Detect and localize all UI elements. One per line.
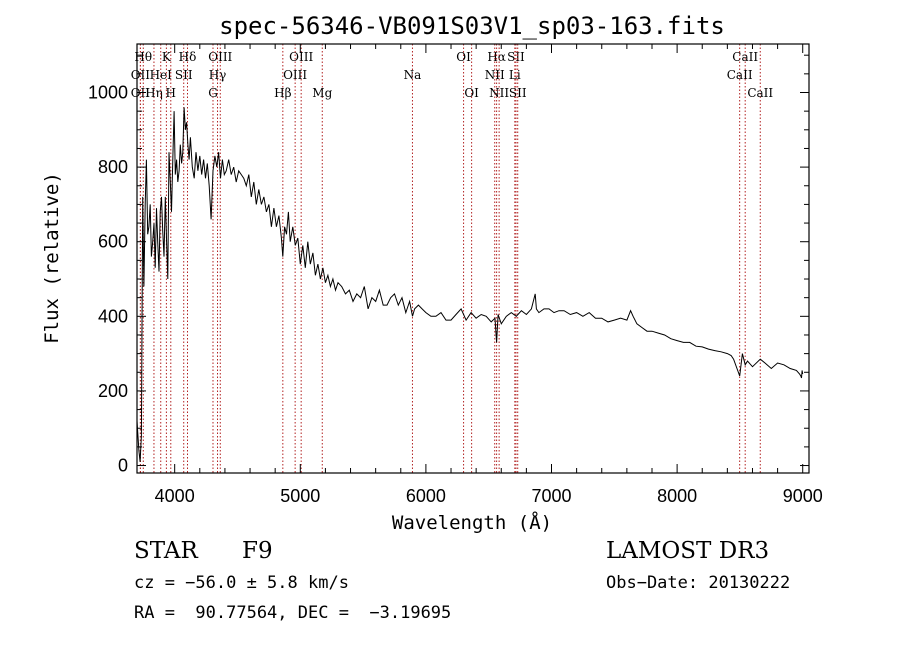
line-marker-label: OII [131,68,151,82]
y-tick-label: 0 [118,456,128,476]
line-marker-label: Li [509,68,521,82]
x-tick-label: 7000 [531,486,571,506]
line-marker-label: Hδ [179,50,197,64]
line-marker-label: OIII [208,50,232,64]
line-marker-label: NII [489,86,509,100]
line-marker-label: NII [485,68,505,82]
x-tick-label: 5000 [280,486,320,506]
y-tick-label: 200 [98,381,128,401]
x-tick-label: 6000 [406,486,446,506]
chart-title: spec-56346-VB091S03V1_sp03-163.fits [219,12,725,40]
spectrum-line [136,107,804,462]
line-marker-label: Hα [487,50,506,64]
x-tick-label: 9000 [783,486,823,506]
survey-name: LAMOST DR3 [606,538,770,564]
line-marker-label: H [166,86,176,100]
line-marker-label: CaII [747,86,773,100]
line-marker-label: OIII [283,68,307,82]
coordinates: RA = 90.77564, DEC = −3.19695 [134,603,452,623]
redshift-cz: cz = −56.0 ± 5.8 km/s [134,573,349,593]
line-marker-label: SII [507,50,525,64]
y-tick-label: 600 [98,232,128,252]
x-tick-label: 8000 [657,486,697,506]
object-class: STAR [134,538,198,564]
line-marker-label: Hη [145,86,163,100]
y-tick-label: 800 [98,157,128,177]
y-tick-label: 1000 [88,82,128,102]
line-marker-label: K [162,50,172,64]
line-marker-label: Mg [312,86,332,100]
line-marker-label: SII [175,68,193,82]
x-tick-label: 4000 [155,486,195,506]
line-marker-label: SII [509,86,527,100]
line-marker-label: OI [464,86,479,100]
line-marker-label: OI [456,50,471,64]
object-subclass: F9 [242,538,273,564]
line-marker-label: Hβ [274,86,291,100]
line-marker-label: G [208,86,218,100]
y-axis: 0 200 400 600 800 1000 [88,54,809,476]
y-tick-label: 400 [98,306,128,326]
line-marker-label: Na [404,68,422,82]
obs-date: Obs−Date: 20130222 [606,573,791,593]
line-marker-label: Hγ [209,68,227,82]
line-marker-label: OIII [289,50,313,64]
line-marker-label: CaII [727,68,753,82]
line-marker-label: HeI [150,68,173,82]
x-axis: 4000 5000 6000 7000 8000 9000 [155,44,823,506]
line-marker-label: CaII [732,50,758,64]
x-axis-label: Wavelength (Å) [392,511,552,534]
plot-frame [136,43,810,474]
y-axis-label: Flux (relative) [41,172,63,344]
line-marker-label: Hθ [134,50,152,64]
